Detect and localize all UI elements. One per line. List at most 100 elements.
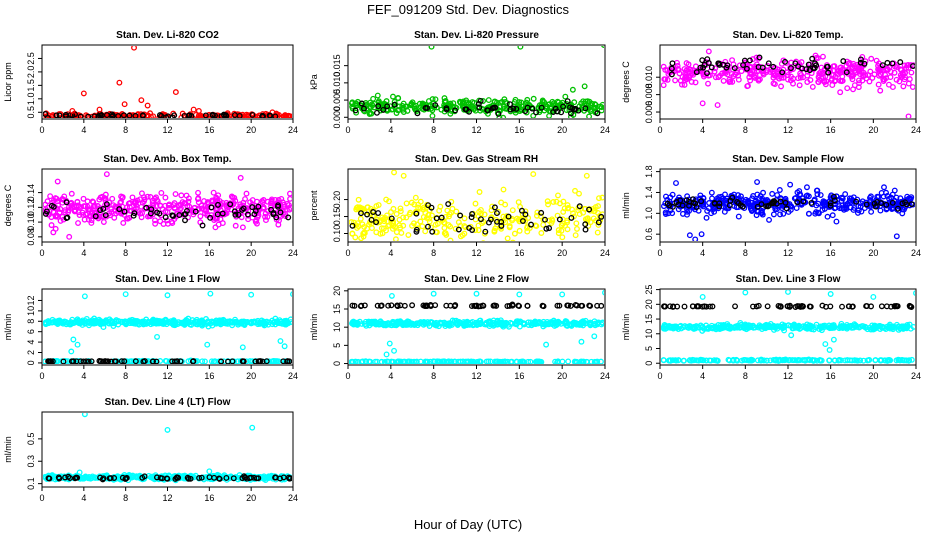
data-point <box>97 194 104 201</box>
data-point <box>480 98 487 104</box>
data-point <box>530 244 535 249</box>
panel-title: Stan. Dev. Li-820 Pressure <box>414 30 539 41</box>
data-point <box>837 89 844 96</box>
data-point <box>726 357 733 364</box>
data-point <box>765 60 772 67</box>
data-point <box>111 358 118 364</box>
data-point <box>786 304 793 310</box>
data-point <box>517 46 524 50</box>
data-point <box>217 201 224 208</box>
data-point <box>80 90 87 97</box>
data-point <box>582 105 589 112</box>
data-point <box>881 184 887 191</box>
data-point <box>720 203 727 210</box>
x-tick-label: 24 <box>600 125 610 135</box>
figure-title: FEF_091209 Std. Dev. Diagnostics <box>366 2 570 17</box>
data-point <box>544 103 550 110</box>
data-point <box>857 56 864 63</box>
x-tick-label: 16 <box>204 371 214 381</box>
data-point <box>693 303 700 310</box>
data-point <box>583 172 590 179</box>
data-point <box>408 199 415 206</box>
data-point <box>561 205 568 212</box>
data-point <box>182 217 188 224</box>
data-point <box>550 199 557 205</box>
data-point <box>241 322 248 328</box>
x-tick-label: 4 <box>700 371 705 381</box>
y-axis-label: ml/min <box>621 314 631 341</box>
data-point <box>158 112 165 118</box>
x-tick-label: 20 <box>246 371 256 381</box>
data-point <box>195 189 201 196</box>
data-point <box>236 113 243 118</box>
data-point <box>715 60 722 67</box>
data-point <box>262 213 268 220</box>
data-point <box>162 214 169 221</box>
data-point <box>138 97 145 104</box>
data-point <box>59 474 66 481</box>
data-point <box>247 319 254 326</box>
data-point <box>558 109 565 116</box>
data-point <box>150 358 156 364</box>
data-point <box>412 194 419 201</box>
data-point <box>805 356 812 363</box>
data-point <box>185 315 192 322</box>
data-point <box>827 200 834 207</box>
data-point <box>97 474 104 481</box>
data-point <box>205 323 212 330</box>
x-tick-label: 8 <box>743 371 748 381</box>
data-point <box>425 202 432 209</box>
data-point <box>87 475 94 482</box>
data-point <box>272 358 279 364</box>
panel-title: Stan. Dev. Li-820 CO2 <box>116 30 219 41</box>
data-point <box>693 204 700 211</box>
data-point <box>250 114 257 118</box>
data-point <box>131 206 138 213</box>
x-tick-label: 12 <box>162 125 172 135</box>
data-point <box>232 211 239 218</box>
x-tick-label: 4 <box>388 371 393 381</box>
data-point <box>513 318 520 325</box>
data-point <box>756 54 763 61</box>
data-point <box>80 195 87 202</box>
data-point <box>54 178 61 185</box>
data-point <box>586 98 593 105</box>
data-point <box>527 358 534 364</box>
data-point <box>390 93 396 100</box>
data-point <box>880 193 887 200</box>
x-tick-label: 8 <box>123 125 128 135</box>
data-point <box>477 303 484 310</box>
data-point <box>413 228 420 235</box>
data-point <box>670 303 677 310</box>
data-point <box>669 191 676 198</box>
data-point <box>661 82 667 89</box>
y-tick-label: 0.20 <box>332 191 342 209</box>
data-point <box>713 357 720 364</box>
x-tick-label: 0 <box>39 125 44 135</box>
data-point <box>285 214 292 221</box>
data-point <box>81 413 88 418</box>
data-point <box>132 112 139 118</box>
data-point <box>704 207 711 214</box>
data-point <box>716 200 723 207</box>
data-point <box>894 303 900 310</box>
data-point <box>156 210 163 217</box>
data-point <box>573 358 580 364</box>
data-point <box>753 303 760 310</box>
data-point <box>777 303 783 310</box>
data-point <box>396 222 403 229</box>
y-tick-label: 25 <box>644 285 654 295</box>
data-point <box>221 318 228 325</box>
data-point <box>43 111 49 117</box>
data-point <box>434 358 441 364</box>
data-point <box>586 206 593 213</box>
data-point <box>133 317 140 324</box>
data-point <box>407 209 414 216</box>
data-point <box>50 229 57 236</box>
data-point <box>430 290 437 297</box>
data-point <box>76 469 83 476</box>
y-tick-label: 1.5 <box>26 79 36 92</box>
y-tick-label: 20 <box>332 286 342 296</box>
data-point <box>829 212 836 219</box>
data-point <box>695 357 702 364</box>
